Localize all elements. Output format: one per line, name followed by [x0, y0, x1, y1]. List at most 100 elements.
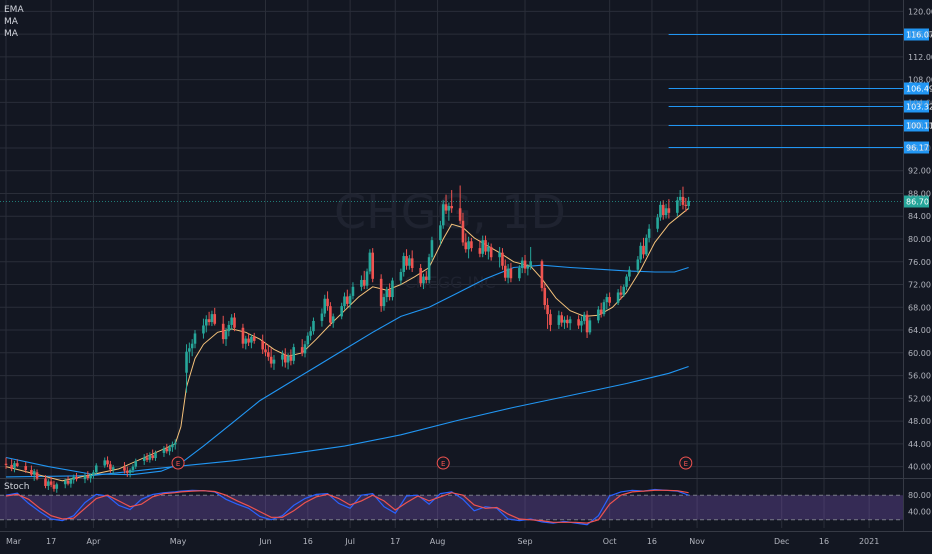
candle[interactable] [678, 190, 682, 206]
candle[interactable] [151, 449, 154, 461]
candle[interactable] [346, 289, 349, 307]
candle[interactable] [24, 462, 28, 473]
candle[interactable] [213, 307, 217, 326]
candle[interactable] [202, 318, 205, 339]
candle[interactable] [128, 468, 132, 478]
candle[interactable] [289, 349, 293, 366]
candle[interactable] [329, 302, 332, 327]
candle[interactable] [233, 312, 236, 332]
candle[interactable] [402, 252, 406, 277]
earnings-marker[interactable]: E [436, 456, 450, 470]
candle[interactable] [597, 306, 600, 324]
candle[interactable] [458, 185, 462, 225]
candle[interactable] [103, 457, 107, 468]
stoch-pane[interactable]: 80.00 40.00 [0, 488, 931, 526]
candle[interactable] [501, 248, 504, 270]
candle[interactable] [185, 344, 188, 393]
candle[interactable] [639, 242, 642, 263]
candle[interactable] [546, 298, 549, 329]
candle[interactable] [281, 350, 284, 367]
candle[interactable] [303, 340, 307, 358]
candle[interactable] [306, 332, 310, 348]
candle[interactable] [523, 254, 527, 274]
candle[interactable] [272, 355, 276, 370]
candle[interactable] [320, 308, 324, 327]
candle[interactable] [549, 309, 552, 332]
candle[interactable] [419, 264, 422, 287]
candle[interactable] [13, 460, 16, 473]
candle[interactable] [441, 200, 445, 229]
candle[interactable] [509, 262, 513, 283]
candle[interactable] [32, 468, 36, 481]
candle[interactable] [35, 469, 39, 481]
candle[interactable] [520, 257, 524, 274]
candle[interactable] [487, 242, 490, 260]
candle[interactable] [560, 311, 563, 327]
time-axis[interactable]: Mar 17 Apr May Jun 16 Jul 17 Aug Sep Oct 16 Nov Dec 16… [6, 537, 879, 546]
candle[interactable] [47, 479, 50, 490]
candle[interactable] [371, 248, 374, 283]
candle[interactable] [580, 316, 583, 333]
candle[interactable] [661, 200, 665, 220]
candle[interactable] [286, 353, 290, 370]
candle[interactable] [622, 284, 626, 298]
candle[interactable] [173, 439, 177, 450]
candle[interactable] [66, 476, 70, 486]
candle[interactable] [439, 220, 442, 245]
candle[interactable] [162, 446, 166, 457]
candle[interactable] [360, 275, 363, 291]
candle[interactable] [667, 199, 671, 219]
candle[interactable] [210, 310, 214, 327]
candle[interactable] [154, 450, 157, 461]
candle[interactable] [261, 334, 264, 354]
candle[interactable] [506, 264, 510, 284]
candle[interactable] [518, 265, 521, 282]
candle[interactable] [410, 250, 414, 273]
candle[interactable] [348, 293, 352, 309]
candle[interactable] [326, 291, 329, 311]
candle[interactable] [331, 313, 335, 328]
candle[interactable] [489, 243, 493, 261]
candle[interactable] [543, 283, 547, 310]
price-lines[interactable]: 116.07 106.49 103.32 100.11 96.17 86.70 [0, 28, 932, 208]
candle[interactable] [557, 310, 561, 329]
candle[interactable] [588, 317, 592, 335]
candle[interactable] [44, 475, 47, 489]
candle[interactable] [264, 342, 267, 357]
candle[interactable] [142, 454, 146, 465]
candle[interactable] [605, 293, 609, 310]
candle[interactable] [464, 233, 468, 253]
candle[interactable] [585, 310, 589, 339]
candle[interactable] [30, 465, 33, 477]
candle[interactable] [83, 473, 87, 484]
candle[interactable] [616, 289, 620, 306]
candle[interactable] [642, 237, 645, 259]
indicator-stoch-label[interactable]: Stoch [4, 482, 30, 492]
candle[interactable] [230, 314, 233, 331]
candle[interactable] [134, 458, 138, 469]
candle[interactable] [188, 342, 191, 364]
candle[interactable] [647, 224, 651, 243]
candle[interactable] [283, 348, 287, 368]
candle[interactable] [252, 332, 256, 344]
candle[interactable] [599, 302, 603, 318]
candle[interactable] [645, 234, 648, 257]
candle[interactable] [602, 299, 606, 317]
candle[interactable] [312, 317, 315, 335]
candle[interactable] [292, 343, 296, 365]
candle[interactable] [111, 464, 115, 475]
candle[interactable] [221, 315, 225, 344]
candle[interactable] [408, 254, 411, 270]
candles[interactable] [4, 185, 690, 493]
candle[interactable] [619, 285, 623, 300]
candle[interactable] [427, 253, 431, 284]
candle[interactable] [526, 264, 530, 276]
candle[interactable] [405, 249, 408, 270]
candle[interactable] [125, 466, 129, 477]
candle[interactable] [467, 236, 470, 259]
candle[interactable] [131, 464, 135, 473]
candle[interactable] [55, 482, 59, 493]
candle[interactable] [343, 292, 346, 310]
candle[interactable] [447, 202, 451, 221]
